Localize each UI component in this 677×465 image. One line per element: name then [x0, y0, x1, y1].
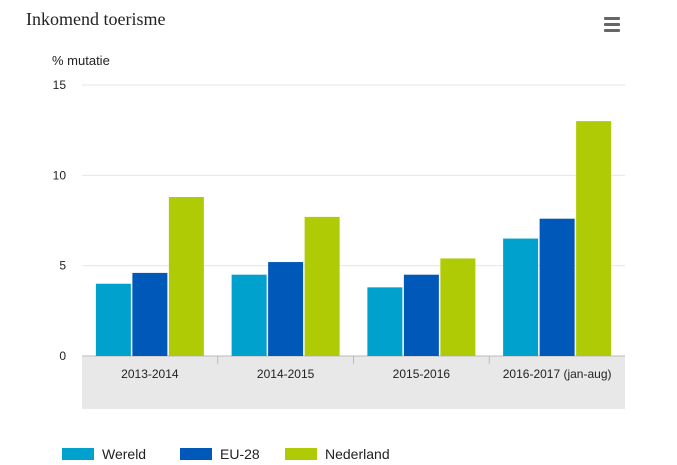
legend-label: Nederland: [325, 446, 390, 462]
bar-nederland: [304, 216, 340, 356]
bar-nederland: [168, 197, 204, 356]
bar-nederland: [440, 258, 476, 356]
y-tick-label: 10: [53, 168, 67, 182]
bar-wereld: [367, 287, 403, 356]
legend-item-wereld[interactable]: Wereld: [62, 445, 146, 463]
bar-wereld: [503, 238, 539, 356]
x-axis-category-band: [82, 356, 625, 409]
menu-line: [604, 23, 620, 26]
legend-item-nederland[interactable]: Nederland: [285, 445, 390, 463]
y-tick-label: 15: [53, 78, 67, 92]
hamburger-menu-icon[interactable]: [604, 17, 620, 33]
y-axis-label: % mutatie: [52, 53, 110, 68]
bar-wereld: [231, 274, 267, 356]
x-tick-label: 2014-2015: [257, 367, 315, 381]
bar-wereld: [95, 283, 131, 356]
legend-label: EU-28: [220, 446, 260, 462]
legend-label: Wereld: [102, 446, 147, 462]
x-tick-label: 2015-2016: [393, 367, 451, 381]
x-tick-label: 2013-2014: [121, 367, 179, 381]
chart-title: Inkomend toerisme: [26, 9, 166, 29]
menu-line: [604, 17, 620, 20]
legend-swatch: [180, 448, 212, 460]
bar-eu-28: [268, 262, 304, 356]
menu-line: [604, 29, 620, 32]
y-tick-label: 0: [59, 349, 66, 363]
bar-eu-28: [132, 272, 168, 356]
bar-eu-28: [539, 218, 575, 356]
y-tick-label: 5: [59, 259, 66, 273]
bar-nederland: [576, 121, 612, 356]
legend-swatch: [285, 448, 317, 460]
x-tick-label: 2016-2017 (jan-aug): [503, 367, 612, 381]
bar-chart: 0 5 10 15 2013-2014 2014-2015 2015-2016 2016-20…: [53, 78, 625, 409]
bar-eu-28: [403, 274, 439, 356]
legend-item-eu-28[interactable]: EU-28: [180, 445, 260, 463]
legend-swatch: [62, 448, 94, 460]
